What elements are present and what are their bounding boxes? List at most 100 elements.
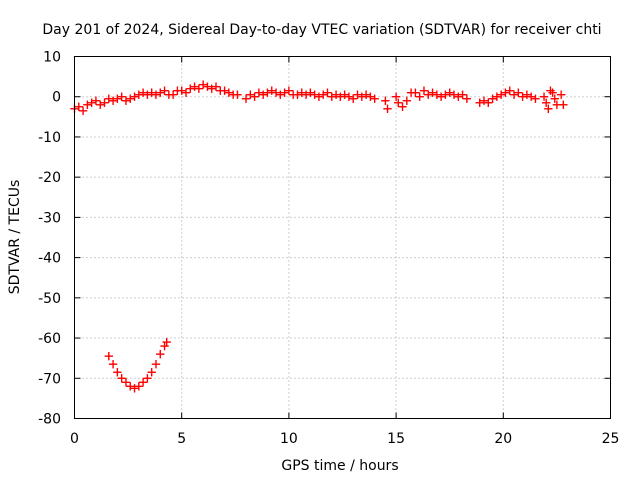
data-point <box>162 337 171 347</box>
data-point <box>121 96 131 105</box>
data-point <box>181 88 191 97</box>
data-point <box>134 382 144 391</box>
data-point <box>147 88 156 97</box>
data-point <box>310 90 319 99</box>
data-point <box>415 92 424 101</box>
data-point <box>319 90 328 99</box>
data-point <box>186 84 195 93</box>
data-point <box>496 90 506 99</box>
data-point <box>258 90 268 99</box>
x-tick-label: 5 <box>177 431 186 447</box>
data-point <box>391 92 401 101</box>
data-point <box>151 90 161 99</box>
data-point <box>87 98 96 107</box>
data-point <box>314 92 324 101</box>
data-point <box>211 82 221 91</box>
data-point <box>108 360 118 369</box>
data-point <box>357 92 366 101</box>
data-point <box>306 88 315 97</box>
y-tick-label: 10 <box>43 50 61 66</box>
y-tick-label: -80 <box>38 412 61 428</box>
data-point <box>398 102 407 111</box>
data-point <box>462 94 472 103</box>
data-point <box>207 84 216 93</box>
x-tick-label: 15 <box>387 431 405 447</box>
y-tick-label: 0 <box>52 90 61 106</box>
data-point <box>419 86 429 95</box>
data-point <box>492 92 502 101</box>
data-point <box>284 86 294 95</box>
data-point <box>233 90 242 99</box>
y-tick-label: -50 <box>38 291 61 307</box>
data-point <box>559 100 568 109</box>
data-point <box>156 88 165 97</box>
data-point <box>74 102 83 111</box>
x-axis-label: GPS time / hours <box>281 458 398 474</box>
data-point <box>531 94 540 103</box>
y-axis-ticks: 10 0 -10 -20 -30 -40 -50 -60 -70 -80 <box>38 50 611 428</box>
data-point <box>475 98 484 107</box>
data-point <box>263 88 272 97</box>
x-tick-label: 0 <box>70 431 79 447</box>
data-point <box>361 90 371 99</box>
data-point <box>241 94 251 103</box>
data-point <box>108 96 118 105</box>
data-point <box>138 378 148 387</box>
data-point <box>479 96 489 105</box>
data-point <box>550 94 559 103</box>
data-point <box>488 94 497 103</box>
data-point <box>91 96 101 105</box>
data-points <box>70 80 568 393</box>
y-tick-label: -30 <box>38 210 61 226</box>
data-point <box>83 100 92 109</box>
data-point <box>541 98 551 107</box>
data-point <box>424 90 433 99</box>
data-point <box>349 94 358 103</box>
data-point <box>220 86 229 95</box>
data-point <box>104 94 114 103</box>
data-point <box>267 86 276 95</box>
data-point <box>117 92 126 101</box>
data-point <box>436 92 446 101</box>
data-point <box>353 90 362 99</box>
data-point <box>143 374 152 383</box>
data-point <box>454 92 463 101</box>
data-point <box>156 349 165 359</box>
data-point <box>177 86 186 95</box>
data-point <box>428 88 437 97</box>
data-point <box>203 82 212 91</box>
data-point <box>113 94 122 103</box>
y-tick-label: -10 <box>38 130 61 146</box>
data-point <box>130 384 139 393</box>
grid-lines <box>74 56 611 419</box>
data-point <box>366 92 375 101</box>
data-point <box>445 88 454 97</box>
data-point <box>198 80 208 89</box>
data-point <box>276 90 285 99</box>
data-point <box>194 84 204 93</box>
data-point <box>126 94 135 103</box>
y-tick-label: -60 <box>38 331 61 347</box>
x-axis-ticks: 0 5 10 15 20 25 <box>70 56 620 447</box>
data-point <box>250 92 259 101</box>
x-tick-label: 25 <box>602 431 620 447</box>
x-tick-label: 10 <box>280 431 298 447</box>
data-point <box>539 92 549 101</box>
data-point <box>411 88 420 97</box>
data-point <box>160 86 169 95</box>
data-point <box>130 92 139 101</box>
data-point <box>100 98 109 107</box>
data-point <box>505 86 514 95</box>
chart-title: Day 201 of 2024, Sidereal Day-to-day VTE… <box>42 22 601 38</box>
data-point <box>441 90 450 99</box>
data-point <box>548 88 557 97</box>
data-point <box>514 88 523 97</box>
y-tick-label: -70 <box>38 371 61 387</box>
data-point <box>383 104 392 113</box>
data-point <box>394 98 403 107</box>
data-point <box>458 90 467 99</box>
data-point <box>96 100 105 109</box>
data-point <box>246 90 255 99</box>
data-point <box>522 90 532 99</box>
data-point <box>344 92 354 101</box>
